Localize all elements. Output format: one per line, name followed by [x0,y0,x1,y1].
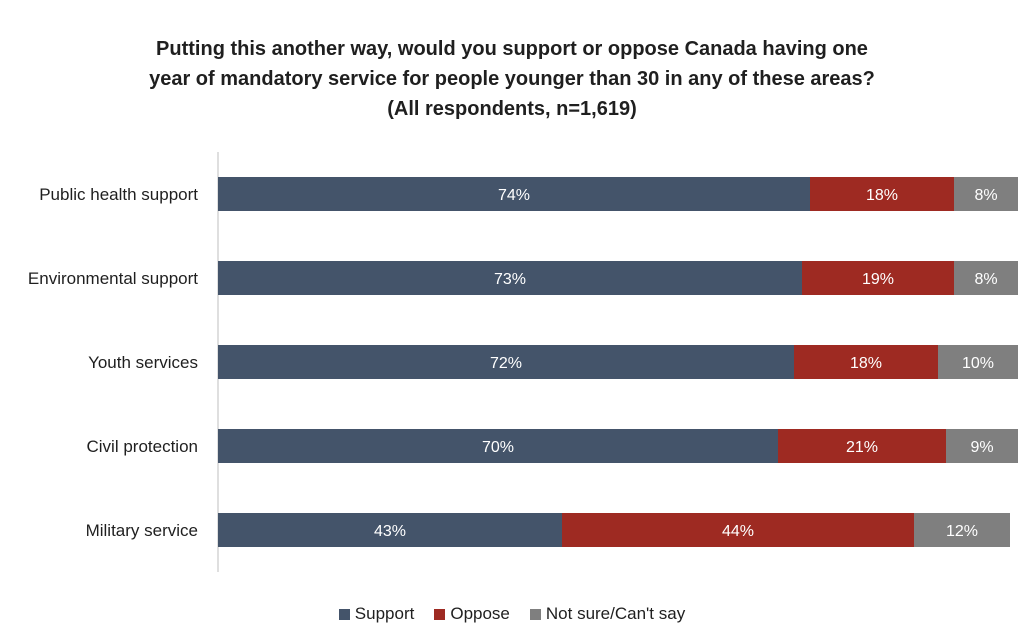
bar-segment-oppose [562,513,914,547]
legend-item-not-sure: Not sure/Can't say [529,604,686,624]
data-label: 19% [862,271,894,288]
data-label: 9% [970,439,993,456]
data-label: 21% [846,439,878,456]
chart-title-line-3: (All respondents, n=1,619) [387,98,637,120]
category-label: Public health support [39,185,198,204]
legend-label-support: Support [354,604,415,623]
category-label: Military service [86,521,198,540]
legend-swatch-oppose [434,608,446,620]
bar-segment-not-sure-can-t-say [938,345,1018,379]
bar-segment-not-sure-can-t-say [954,261,1018,295]
bar-segment-oppose [778,429,946,463]
bar-segment-not-sure-can-t-say [954,177,1018,211]
legend-item-oppose: Oppose [434,604,510,624]
chart-title-line-1: Putting this another way, would you supp… [156,38,868,60]
data-label: 43% [374,523,406,540]
data-label: 8% [974,271,997,288]
bar-segment-not-sure-can-t-say [946,429,1018,463]
data-label: 70% [482,439,514,456]
legend: Support Oppose Not sure/Can't say [0,604,1024,624]
stacked-bar-chart: Public health support 74% 18% 8% Environment… [28,152,1018,572]
chart-title: Putting this another way, would you supp… [0,34,1024,124]
chart-title-line-2: year of mandatory service for people you… [149,68,875,90]
category-label: Environmental support [28,269,198,288]
legend-swatch-support [338,608,350,620]
data-label: 8% [974,187,997,204]
data-label: 73% [494,271,526,288]
legend-label-not-sure: Not sure/Can't say [545,604,686,623]
data-label: 18% [850,355,882,372]
data-label: 18% [866,187,898,204]
data-label: 74% [498,187,530,204]
bar-segment-support [218,177,810,211]
data-label: 44% [722,523,754,540]
bar-segment-oppose [810,177,954,211]
category-label: Civil protection [87,437,199,456]
data-label: 72% [490,355,522,372]
bar-segment-oppose [802,261,954,295]
legend-item-support: Support [338,604,415,624]
bar-segment-oppose [794,345,938,379]
data-label: 10% [962,355,994,372]
legend-label-oppose: Oppose [450,604,510,623]
bar-segment-support [218,345,794,379]
data-label: 12% [946,523,978,540]
bar-segment-support [218,429,778,463]
legend-swatch-not-sure [529,608,541,620]
bar-segment-support [218,513,562,547]
bar-segment-not-sure-can-t-say [914,513,1010,547]
bar-segment-support [218,261,802,295]
category-label: Youth services [88,353,198,372]
